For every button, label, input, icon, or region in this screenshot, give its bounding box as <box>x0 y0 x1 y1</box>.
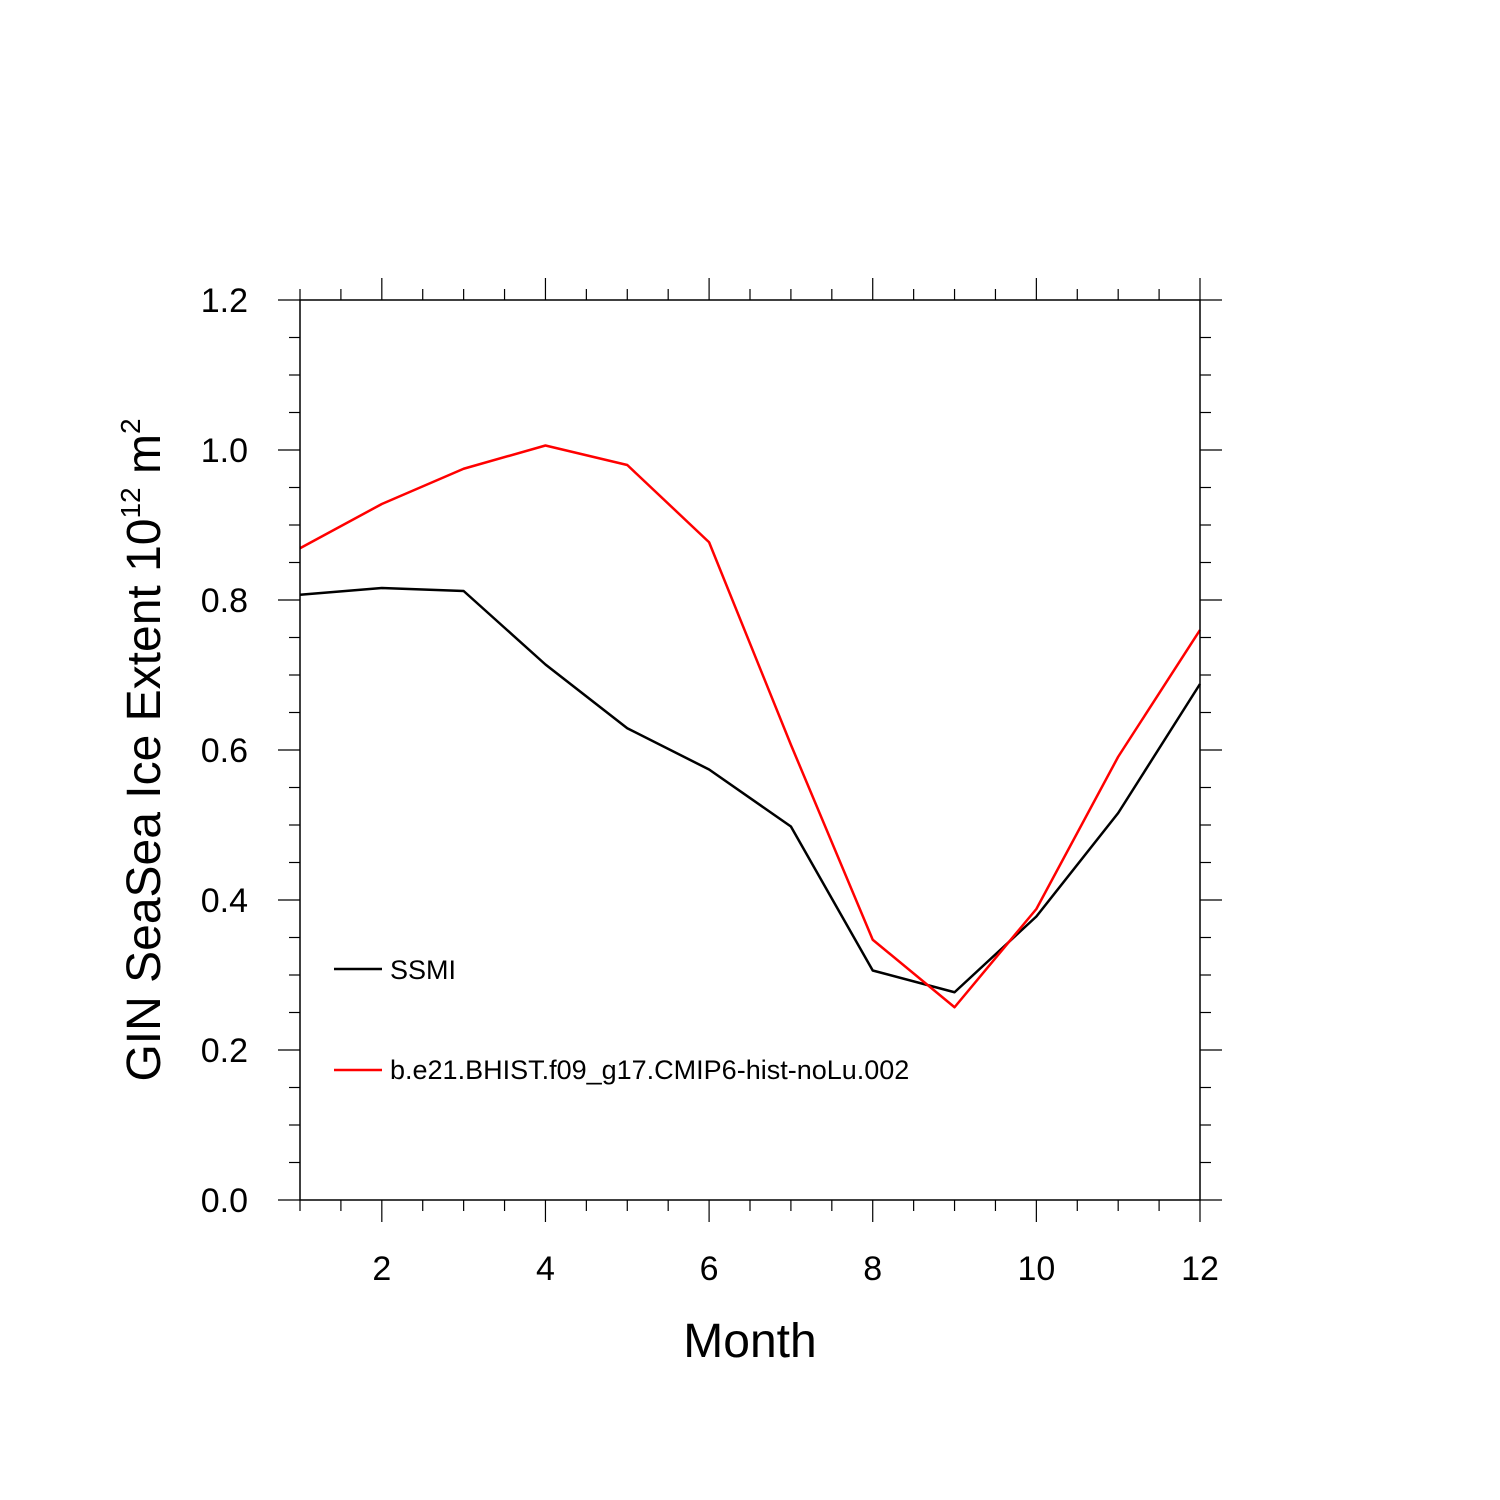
data-point <box>953 990 957 994</box>
y-axis-title-unit: m <box>118 434 171 487</box>
y-axis-title-exp1: 12 <box>115 487 146 518</box>
x-tick-label: 12 <box>1181 1250 1219 1288</box>
data-point <box>953 1005 957 1009</box>
data-point <box>789 743 793 747</box>
series-line-1 <box>299 444 1202 1009</box>
data-point <box>625 463 629 467</box>
data-point <box>871 938 875 942</box>
y-tick-label: 0.4 <box>201 882 248 920</box>
data-point <box>1034 915 1038 919</box>
data-point <box>462 467 466 471</box>
data-point <box>380 502 384 506</box>
data-point <box>1116 811 1120 815</box>
data-point <box>789 825 793 829</box>
y-tick-label: 0.2 <box>201 1032 248 1070</box>
data-point <box>1034 907 1038 911</box>
y-axis-title-main: GIN SeaSea Ice Extent 10 <box>118 519 171 1082</box>
plot-frame <box>299 299 1201 1201</box>
y-tick-label: 1.2 <box>201 282 248 320</box>
major-ticks <box>278 278 1222 1222</box>
data-point <box>707 768 711 772</box>
y-tick-label: 1.0 <box>201 432 248 470</box>
minor-ticks <box>289 289 1211 1211</box>
legend-label-ssmi: SSMI <box>390 955 456 985</box>
data-point <box>462 589 466 593</box>
y-axis-title: GIN SeaSea Ice Extent 1012 m2 <box>115 418 171 1081</box>
series-line-0 <box>299 586 1202 994</box>
y-axis-title-exp2: 2 <box>115 418 146 434</box>
data-point <box>625 726 629 730</box>
x-tick-label: 2 <box>372 1250 391 1288</box>
legend-label-model: b.e21.BHIST.f09_g17.CMIP6-hist-noLu.002 <box>390 1055 909 1085</box>
x-tick-labels: 2 4 6 8 10 12 <box>372 1250 1219 1288</box>
x-axis-title: Month <box>683 1315 816 1368</box>
data-point <box>543 663 547 667</box>
data-point <box>543 444 547 448</box>
x-tick-label: 8 <box>863 1250 882 1288</box>
data-point <box>707 540 711 544</box>
data-point <box>1116 755 1120 759</box>
x-tick-label: 6 <box>700 1250 719 1288</box>
series-group <box>299 444 1202 1009</box>
x-tick-label: 10 <box>1017 1250 1055 1288</box>
legend: SSMI b.e21.BHIST.f09_g17.CMIP6-hist-noLu… <box>334 955 909 1085</box>
y-tick-labels: 0.0 0.2 0.4 0.6 0.8 1.0 1.2 <box>201 282 248 1220</box>
data-point <box>380 586 384 590</box>
y-tick-label: 0.8 <box>201 582 248 620</box>
x-tick-label: 4 <box>536 1250 555 1288</box>
data-point <box>871 969 875 973</box>
y-tick-label: 0.6 <box>201 732 248 770</box>
y-tick-label: 0.0 <box>201 1182 248 1220</box>
